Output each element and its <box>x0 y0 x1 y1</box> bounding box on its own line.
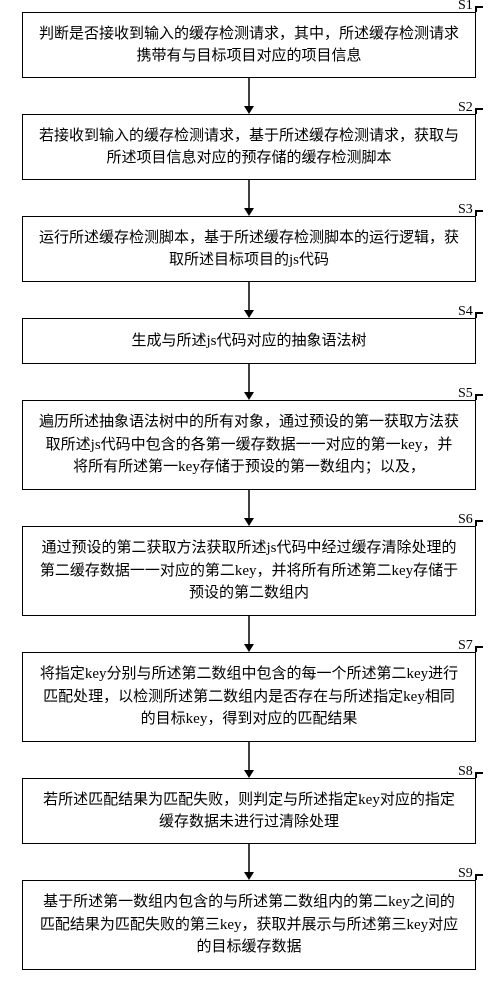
arrowhead-s4-s5 <box>244 392 254 400</box>
arrowhead-s3-s4 <box>244 310 254 318</box>
label-tick2-s4 <box>475 312 483 314</box>
flow-node-s4: 生成与所述js代码对应的抽象语法树 <box>22 318 476 364</box>
label-tick2-s8 <box>475 772 483 774</box>
step-label-s7: S7 <box>458 638 473 654</box>
flow-node-s2: 若接收到输入的缓存检测请求，基于所述缓存检测请求，获取与所述项目信息对应的预存储… <box>22 114 476 180</box>
flowchart-canvas: 判断是否接收到输入的缓存检测请求，其中，所述缓存检测请求携带有与目标项目对应的项… <box>0 0 501 1000</box>
flow-node-s7: 将指定key分别与所述第二数组中包含的每一个所述第二key进行匹配处理，以检测所… <box>22 652 476 742</box>
arrowhead-s5-s6 <box>244 518 254 526</box>
flow-node-s8: 若所述匹配结果为匹配失败，则判定与所述指定key对应的指定缓存数据未进行过清除处… <box>22 778 476 844</box>
step-label-s3: S3 <box>458 202 473 218</box>
step-label-s5: S5 <box>458 386 473 402</box>
flow-node-s5: 遍历所述抽象语法树中的所有对象，通过预设的第一获取方法获取所述js代码中包含的各… <box>22 400 476 490</box>
step-label-s4: S4 <box>458 304 473 320</box>
step-label-s1: S1 <box>458 0 473 14</box>
label-tick2-s1 <box>475 6 483 8</box>
label-tick2-s9 <box>475 874 483 876</box>
arrowhead-s2-s3 <box>244 208 254 216</box>
flow-node-s1: 判断是否接收到输入的缓存检测请求，其中，所述缓存检测请求携带有与目标项目对应的项… <box>22 12 476 78</box>
step-label-s6: S6 <box>458 512 473 528</box>
step-label-s8: S8 <box>458 764 473 780</box>
step-label-s9: S9 <box>458 866 473 882</box>
arrowhead-s6-s7 <box>244 644 254 652</box>
label-tick2-s2 <box>475 108 483 110</box>
arrowhead-s8-s9 <box>244 872 254 880</box>
label-tick2-s7 <box>475 646 483 648</box>
flow-node-s9: 基于所述第一数组内包含的与所述第二数组内的第二key之间的匹配结果为匹配失败的第… <box>22 880 476 970</box>
label-tick2-s3 <box>475 210 483 212</box>
flow-node-s6: 通过预设的第二获取方法获取所述js代码中经过缓存清除处理的第二缓存数据一一对应的… <box>22 526 476 616</box>
label-tick2-s5 <box>475 394 483 396</box>
arrowhead-s1-s2 <box>244 106 254 114</box>
flow-node-s3: 运行所述缓存检测脚本，基于所述缓存检测脚本的运行逻辑，获取所述目标项目的js代码 <box>22 216 476 282</box>
arrowhead-s7-s8 <box>244 770 254 778</box>
label-tick2-s6 <box>475 520 483 522</box>
step-label-s2: S2 <box>458 100 473 116</box>
